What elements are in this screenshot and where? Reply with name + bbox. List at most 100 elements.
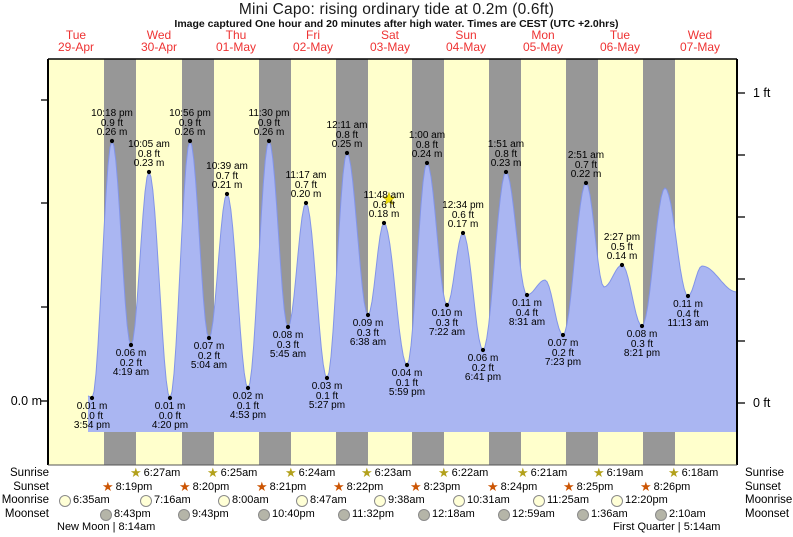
tide-label-line: 11:48 am [363, 190, 405, 201]
day-label-sun-04-may: Sun 04-May [431, 29, 501, 53]
tide-label-line: 0.09 m [352, 318, 384, 329]
tide-point-dot [560, 332, 566, 338]
sunset-entry: ★ 8:25pm [563, 480, 614, 494]
low-tide-label: 0.10 m 0.3 ft 7:22 am [414, 309, 480, 338]
tide-label-line: 0.17 m [447, 219, 479, 231]
high-tide-label: 12:34 pm 0.6 ft 0.17 m [430, 201, 496, 230]
tide-point-dot [245, 385, 251, 391]
sunset-time: 8:21pm [269, 481, 307, 493]
low-tide-label: 0.08 m 0.3 ft 5:45 am [255, 331, 321, 360]
high-tide-label: 11:48 am 0.6 ft 0.18 m [351, 191, 417, 220]
tide-label-line: 0.23 m [490, 158, 522, 170]
tide-point-dot [444, 302, 450, 308]
tide-label-line: 7:22 am [428, 327, 466, 339]
tide-label-line: 0.11 m [673, 299, 703, 310]
day-label-sat-03-may: Sat 03-May [355, 29, 425, 53]
tide-point-dot [381, 220, 387, 226]
tide-label-line: 0.14 m [606, 251, 638, 263]
tide-label-line: 0.18 m [368, 209, 400, 221]
day-date: 29-Apr [57, 39, 95, 54]
tide-label-line: 0.04 m [391, 368, 423, 379]
tide-label-line: 10:18 pm [91, 108, 133, 119]
tide-label-line: 2:51 am [567, 150, 605, 161]
tide-label-line: 4:20 pm [151, 420, 189, 432]
sunrise-entry: ★ 6:25am [207, 466, 258, 480]
tide-label-line: 1:00 am [408, 130, 446, 141]
tide-label-line: 0.8 ft [494, 148, 518, 160]
tide-label-line: 0.26 m [253, 127, 285, 139]
day-of-week: Tue [65, 28, 87, 42]
day-of-week: Fri [306, 28, 320, 42]
moonset-entry: 11:32pm [338, 508, 394, 521]
tide-point-dot [303, 200, 309, 206]
sunrise-time: 6:27am [143, 467, 181, 479]
tide-point-dot [503, 169, 509, 175]
tide-point-dot [404, 362, 410, 368]
tide-label-line: 0.10 m [431, 308, 463, 319]
high-tide-label: 10:56 pm 0.9 ft 0.26 m [157, 109, 223, 138]
tide-point-dot [89, 395, 95, 401]
low-tide-label: 0.09 m 0.3 ft 6:38 am [335, 319, 401, 348]
tide-label-line: 6:41 pm [464, 372, 502, 384]
tide-label-line: 11:13 am [667, 318, 709, 330]
moonrise-circle-icon [296, 495, 308, 507]
tide-label-line: 0.9 ft [257, 117, 281, 129]
moonset-time: 12:18am [432, 508, 475, 520]
tide-curve-area [88, 141, 737, 432]
tide-label-line: 0.03 m [311, 381, 343, 392]
tide-point-dot [109, 138, 115, 144]
low-tide-label: 0.11 m 0.4 ft 8:31 am [494, 299, 560, 328]
tide-point-dot [685, 293, 691, 299]
moonset-time: 10:40pm [272, 508, 315, 520]
row-label-right-moonrise: Moonrise [745, 494, 793, 506]
tide-point-dot [266, 138, 272, 144]
sunrise-time: 6:21am [530, 467, 568, 479]
sunset-time: 8:25pm [576, 481, 614, 493]
sunset-entry: ★ 8:26pm [640, 480, 691, 494]
tide-label-line: 8:21 pm [623, 348, 661, 360]
moonset-time: 9:43pm [192, 508, 229, 520]
sunset-time: 8:26pm [653, 481, 691, 493]
row-label-left-sunset: Sunset [13, 481, 49, 493]
right-axis-label-0ft: 0 ft [753, 396, 771, 410]
high-tide-label: 10:18 pm 0.9 ft 0.26 m [79, 109, 145, 138]
tide-label-line: 0.4 ft [515, 307, 539, 319]
tide-point-dot [206, 335, 212, 341]
sunset-entry: ★ 8:19pm [102, 480, 152, 494]
sunrise-time: 6:25am [220, 467, 258, 479]
tide-label-line: 0.6 ft [451, 209, 475, 221]
moonset-circle-icon [178, 509, 190, 521]
moonrise-time: 9:38am [388, 494, 425, 506]
tide-label-line: 0.21 m [211, 180, 243, 192]
tide-label-line: 0.1 ft [395, 377, 419, 389]
day-label-mon-05-may: Mon 05-May [508, 28, 578, 54]
sunset-entry: ★ 8:20pm [179, 479, 230, 494]
high-tide-label: 1:51 am 0.8 ft 0.23 m [473, 140, 539, 169]
sunset-time: 8:24pm [500, 481, 538, 493]
sunset-entry: ★ 8:24pm [487, 480, 538, 494]
moonrise-entry: 12:20pm [611, 494, 668, 507]
day-of-week: Tue [609, 28, 631, 42]
tide-label-line: 0.25 m [331, 139, 363, 151]
sunrise-time: 6:22am [451, 467, 489, 479]
low-tide-label: 0.03 m 0.1 ft 5:27 pm [294, 382, 360, 411]
sunrise-entry: ★ 6:21am [517, 466, 568, 480]
sunset-time: 8:20pm [192, 481, 230, 493]
day-of-week: Mon [531, 28, 555, 42]
sunset-star-icon: ★ [179, 479, 191, 494]
high-tide-label: 11:30 pm 0.9 ft 0.26 m [236, 109, 302, 138]
sunrise-entry: ★ 6:22am [438, 466, 489, 480]
low-tide-label: 0.11 m 0.4 ft 11:13 am [655, 300, 721, 329]
moonrise-entry: 8:00am [218, 494, 269, 507]
day-date: 05-May [522, 39, 563, 54]
tide-label-line: 0.8 ft [335, 129, 359, 141]
tide-point-dot [344, 150, 350, 156]
tide-point-dot [167, 395, 173, 401]
low-tide-label: 0.06 m 0.2 ft 6:41 pm [450, 354, 516, 383]
tide-label-line: 1:51 am [487, 139, 525, 150]
tide-label-line: 5:04 am [190, 360, 228, 372]
moonrise-time: 10:31am [467, 494, 510, 506]
low-tide-label: 0.07 m 0.2 ft 7:23 pm [530, 339, 596, 368]
tide-label-line: 0.2 ft [119, 357, 143, 369]
tide-label-line: 0.5 ft [610, 241, 634, 253]
